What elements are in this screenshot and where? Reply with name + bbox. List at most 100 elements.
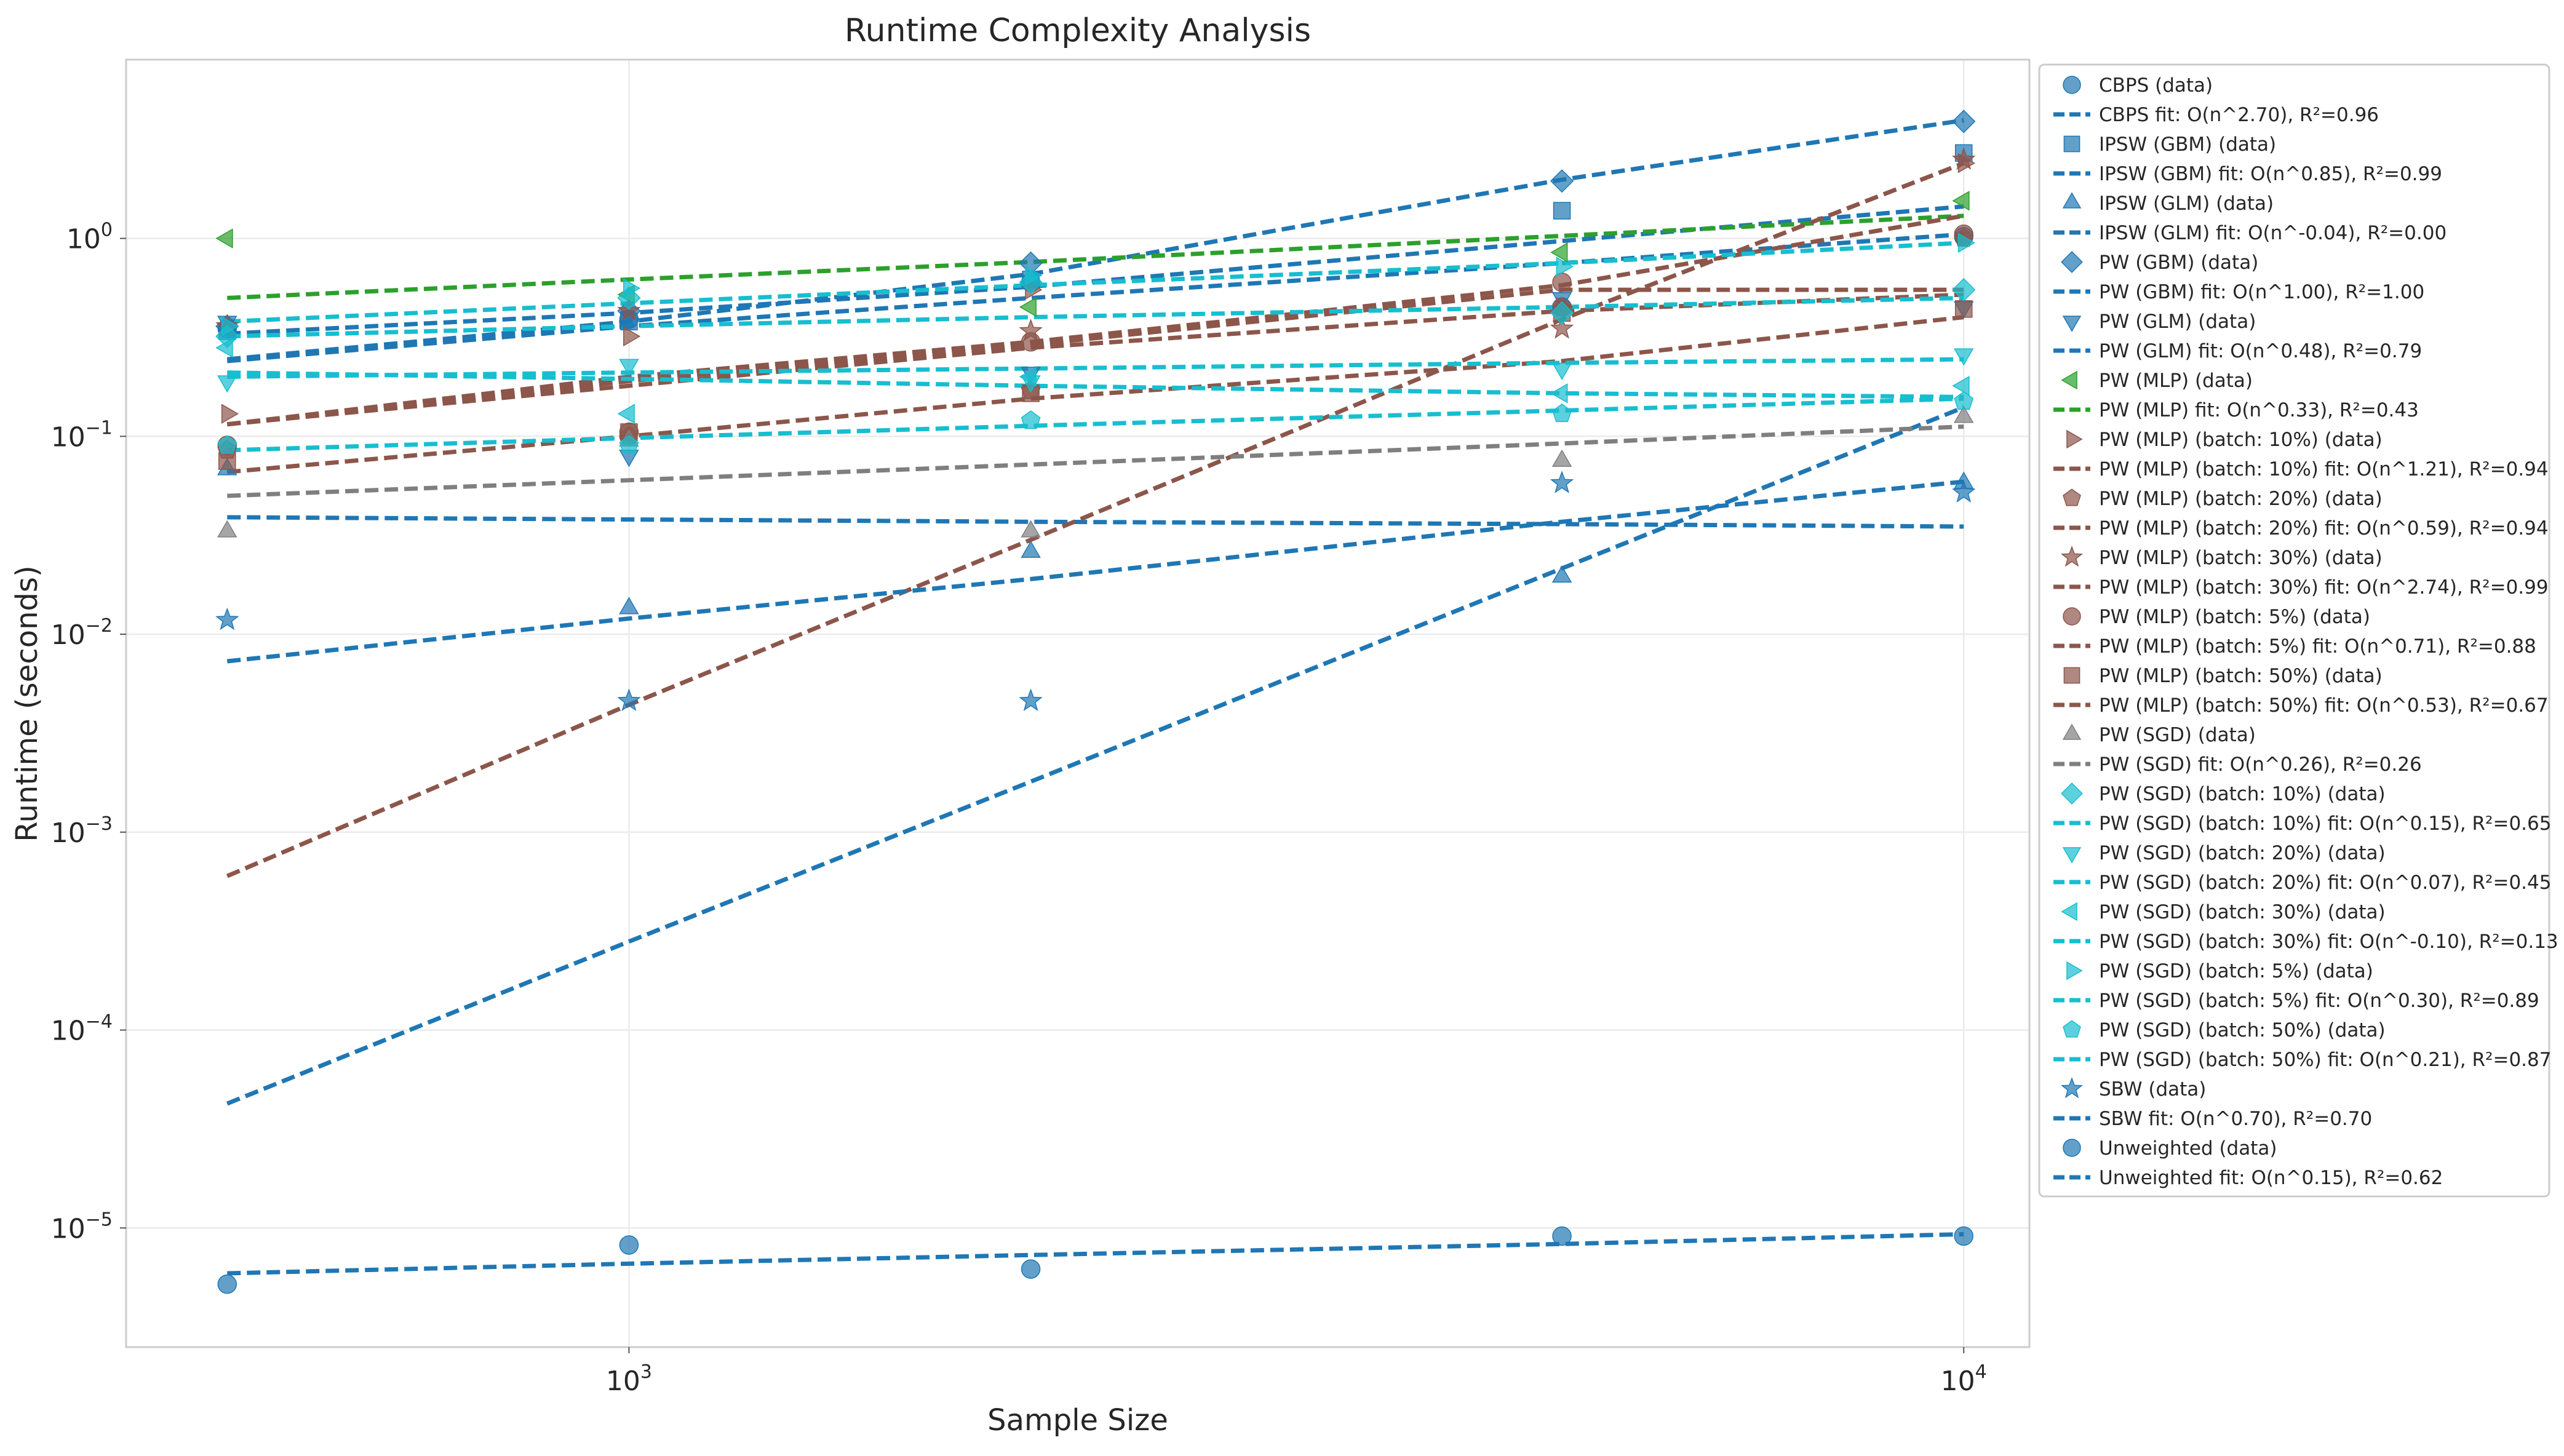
legend-label: SBW fit: O(n^0.70), R²=0.70: [2099, 1108, 2372, 1130]
data-point-series-15: [623, 278, 641, 298]
fit-line-series-4: [226, 232, 1964, 364]
legend-marker-swatch: [2060, 546, 2084, 567]
x-tick-label: 103: [606, 1361, 652, 1397]
data-point-series-14: [215, 338, 233, 358]
legend-marker-swatch: [2061, 782, 2083, 805]
data-point-series-1: [1553, 202, 1571, 220]
legend-label: PW (SGD) (data): [2099, 724, 2256, 746]
fit-line-series-18: [227, 1231, 1964, 1276]
data-point-series-14: [1019, 367, 1037, 387]
fit-line-series-6: [226, 161, 1965, 878]
legend-marker-swatch: [2063, 1139, 2081, 1157]
data-point-series-6: [221, 404, 239, 424]
legend-marker-swatch: [2061, 370, 2077, 390]
data-point-series-6: [623, 326, 641, 347]
data-point-series-11: [217, 520, 237, 538]
legend-label: CBPS (data): [2099, 74, 2213, 97]
x-tick-label: 104: [1941, 1361, 1987, 1397]
data-point-series-18: [1021, 1259, 1041, 1279]
legend-marker-swatch: [2066, 961, 2083, 981]
data-markers: [215, 109, 1976, 1294]
data-point-series-8: [1550, 316, 1574, 339]
legend-label: PW (GBM) (data): [2099, 252, 2258, 274]
legend-label: PW (MLP) (batch: 10%) fit: O(n^1.21), R²…: [2099, 458, 2549, 480]
data-point-series-9: [1552, 273, 1572, 292]
data-point-series-5: [1019, 296, 1037, 317]
y-axis-label: Runtime (seconds): [10, 565, 44, 841]
data-point-series-2: [1551, 565, 1572, 583]
legend-label: PW (MLP) (batch: 50%) (data): [2099, 665, 2383, 687]
legend-label: PW (SGD) (batch: 50%) (data): [2099, 1019, 2386, 1041]
legend-label: PW (MLP) fit: O(n^0.33), R²=0.43: [2099, 399, 2419, 421]
plot-frame: [125, 58, 2031, 1348]
legend-marker-swatch: [2063, 135, 2080, 153]
data-point-series-18: [1954, 1226, 1973, 1246]
data-point-series-5: [215, 228, 233, 249]
data-point-series-15: [1957, 233, 1975, 253]
data-point-series-11: [1551, 449, 1572, 467]
data-point-series-17: [617, 688, 641, 711]
legend: CBPS (data) CBPS fit: O(n^2.70), R²=0.96 I…: [2038, 63, 2558, 1198]
data-point-series-12: [1550, 301, 1574, 325]
fit-line-series-2: [227, 515, 1964, 529]
data-point-series-13: [217, 375, 237, 393]
legend-marker-swatch: [2061, 902, 2077, 921]
legend-label: PW (MLP) (batch: 20%) (data): [2099, 488, 2383, 510]
legend-label: IPSW (GBM) fit: O(n^0.85), R²=0.99: [2099, 163, 2442, 185]
data-point-series-17: [1952, 480, 1976, 503]
fit-line-series-11: [227, 424, 1964, 498]
data-point-series-18: [619, 1235, 639, 1255]
axis-ticks: 103 104 10−5 10−4 10−3 10−2 10−1 100: [51, 220, 1987, 1397]
legend-label: PW (MLP) (batch: 20%) fit: O(n^0.59), R²…: [2099, 517, 2549, 539]
data-point-series-10: [1954, 300, 1973, 318]
data-point-series-17: [1019, 688, 1043, 711]
fit-line-series-9: [226, 315, 1964, 474]
legend-label: Unweighted (data): [2099, 1137, 2277, 1160]
legend-marker-swatch: [2063, 607, 2081, 626]
legend-label: PW (SGD) fit: O(n^0.26), R²=0.26: [2099, 754, 2422, 776]
legend-label: Unweighted fit: O(n^0.15), R²=0.62: [2099, 1167, 2443, 1189]
legend-label: PW (MLP) (batch: 5%) (data): [2099, 606, 2370, 628]
y-tick-label: 10−3: [51, 813, 113, 849]
legend-label: PW (SGD) (batch: 30%) fit: O(n^-0.10), R…: [2099, 931, 2558, 953]
legend-label: PW (MLP) (batch: 50%) fit: O(n^0.53), R²…: [2099, 694, 2549, 717]
legend-label: IPSW (GBM) (data): [2099, 133, 2276, 156]
legend-label: PW (SGD) (batch: 30%) (data): [2099, 901, 2386, 923]
legend-label: PW (SGD) (batch: 20%) fit: O(n^0.07), R²…: [2099, 872, 2551, 894]
legend-label: PW (SGD) (batch: 10%) (data): [2099, 783, 2386, 805]
data-point-series-10: [218, 452, 236, 470]
legend-frame: [2038, 63, 2550, 1198]
data-point-series-5: [1550, 242, 1568, 263]
data-point-series-5: [1952, 191, 1970, 211]
data-point-series-16: [1021, 410, 1041, 429]
legend-marker-swatch: [2063, 667, 2080, 684]
data-point-series-18: [1552, 1226, 1572, 1246]
y-tick-label: 10−2: [51, 615, 113, 651]
data-point-series-2: [619, 597, 639, 615]
data-point-series-13: [619, 359, 639, 376]
legend-label: IPSW (GLM) (data): [2099, 193, 2274, 215]
data-point-series-14: [1550, 383, 1568, 404]
fit-line-series-12: [227, 295, 1964, 339]
legend-label: PW (MLP) (batch: 10%) (data): [2099, 429, 2383, 451]
legend-marker-swatch: [2063, 488, 2081, 506]
data-point-series-8: [617, 298, 641, 321]
data-point-series-13: [1953, 348, 1974, 366]
fit-line-series-17: [226, 479, 1964, 664]
legend-marker-swatch: [2062, 192, 2082, 209]
legend-label: PW (SGD) (batch: 5%) fit: O(n^0.30), R²=…: [2099, 990, 2539, 1012]
legend-marker-swatch: [2062, 723, 2082, 740]
data-point-series-15: [1025, 265, 1043, 285]
chart-title: Runtime Complexity Analysis: [845, 12, 1311, 49]
y-tick-label: 10−1: [51, 417, 113, 453]
legend-label: SBW (data): [2099, 1078, 2206, 1100]
legend-marker-swatch: [2063, 1020, 2081, 1038]
y-tick-label: 10−4: [51, 1011, 113, 1047]
x-axis-label: Sample Size: [987, 1403, 1168, 1438]
data-point-series-3: [1550, 169, 1574, 193]
legend-marker-swatch: [2066, 429, 2083, 449]
legend-label: PW (MLP) (batch: 5%) fit: O(n^0.71), R²=…: [2099, 635, 2536, 658]
fit-line-series-0: [226, 405, 1965, 1106]
legend-label: PW (MLP) (data): [2099, 370, 2253, 392]
